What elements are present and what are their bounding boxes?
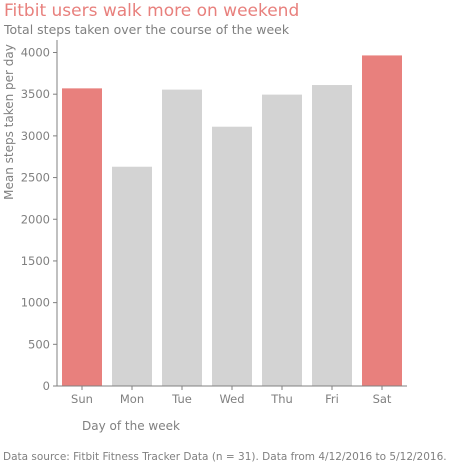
- y-tick-label: 3500: [21, 87, 50, 101]
- x-tick-label-mon: Mon: [120, 392, 144, 406]
- x-axis: Sun Mon Tue Wed Thu Fri Sat: [57, 385, 407, 406]
- x-tick-label-wed: Wed: [219, 392, 244, 406]
- x-tick-label-thu: Thu: [270, 392, 293, 406]
- y-tick-label: 3000: [21, 129, 50, 143]
- y-tick-label: 1000: [21, 296, 50, 310]
- bar-tue: [162, 89, 202, 387]
- y-tick-label: 1500: [21, 254, 50, 268]
- bar-thu: [262, 94, 302, 387]
- x-axis-label: Day of the week: [82, 419, 180, 433]
- x-tick-label-fri: Fri: [325, 392, 339, 406]
- x-tick-label-sat: Sat: [373, 392, 392, 406]
- y-axis: 0 500 1000 1500 2000 2500 3000 3500 4000: [21, 40, 58, 393]
- y-tick-label: 2500: [21, 171, 50, 185]
- bars: [62, 55, 402, 387]
- bar-sun: [62, 88, 102, 387]
- chart-title: Fitbit users walk more on weekend: [4, 1, 299, 21]
- y-tick-label: 500: [28, 337, 50, 351]
- y-tick-label: 4000: [21, 46, 50, 60]
- plot-area: 0 500 1000 1500 2000 2500 3000 3500 4000 Sun Mon T…: [21, 40, 407, 406]
- bar-fri: [312, 85, 352, 387]
- x-tick-label-tue: Tue: [171, 392, 192, 406]
- y-tick-label: 2000: [21, 212, 50, 226]
- bar-wed: [212, 126, 252, 387]
- y-tick-label: 0: [43, 379, 50, 393]
- data-source-note: Data source: Fitbit Fitness Tracker Data…: [3, 451, 447, 462]
- chart-subtitle: Total steps taken over the course of the…: [3, 22, 290, 37]
- y-axis-label: Mean steps taken per day: [2, 44, 16, 200]
- x-tick-label-sun: Sun: [71, 392, 93, 406]
- bar-mon: [112, 166, 152, 386]
- bar-sat: [362, 55, 402, 387]
